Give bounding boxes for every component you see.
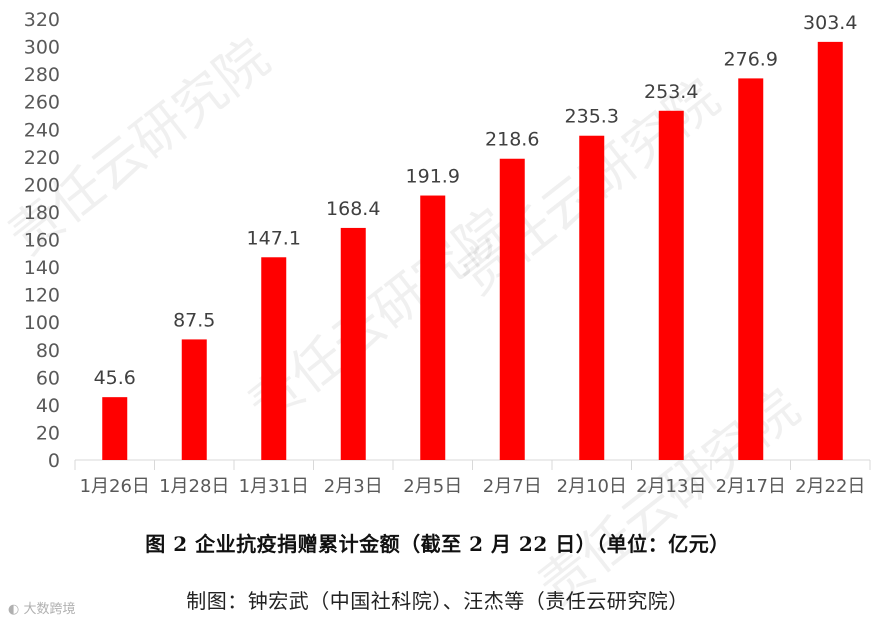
x-tick-label: 2月3日 bbox=[324, 476, 383, 497]
data-label: 45.6 bbox=[94, 367, 136, 389]
data-label: 276.9 bbox=[724, 48, 778, 70]
x-tick-label: 2月5日 bbox=[403, 476, 462, 497]
data-label: 303.4 bbox=[803, 12, 857, 34]
x-tick-label: 1月31日 bbox=[239, 476, 309, 497]
y-tick-label: 240 bbox=[24, 119, 60, 141]
y-tick-label: 40 bbox=[36, 395, 60, 417]
bar bbox=[420, 195, 446, 460]
source-caption: 制图：钟宏武（中国社科院）、汪杰等（责任云研究院） bbox=[186, 589, 689, 613]
x-tick-label: 2月7日 bbox=[483, 476, 542, 497]
data-label: 191.9 bbox=[406, 166, 460, 188]
x-tick-label: 1月26日 bbox=[80, 476, 150, 497]
bar bbox=[817, 41, 843, 460]
y-tick-label: 200 bbox=[24, 174, 60, 196]
y-tick-label: 280 bbox=[24, 64, 60, 86]
brand-logo: ◐ 大数跨境 bbox=[8, 598, 76, 617]
x-tick-label: 2月17日 bbox=[716, 476, 786, 497]
y-tick-label: 180 bbox=[24, 202, 60, 224]
x-tick-label: 2月13日 bbox=[636, 476, 706, 497]
bar bbox=[340, 227, 366, 460]
y-tick-label: 0 bbox=[48, 450, 60, 472]
data-label: 168.4 bbox=[326, 198, 380, 220]
bar bbox=[261, 257, 287, 460]
y-tick-label: 160 bbox=[24, 230, 60, 252]
bar bbox=[658, 110, 684, 460]
x-tick-label: 2月22日 bbox=[795, 476, 865, 497]
y-tick-label: 80 bbox=[36, 340, 60, 362]
y-tick-label: 20 bbox=[36, 422, 60, 444]
y-tick-label: 140 bbox=[24, 257, 60, 279]
data-label: 218.6 bbox=[485, 129, 539, 151]
logo-text: 大数跨境 bbox=[23, 602, 76, 617]
data-label: 147.1 bbox=[247, 227, 301, 249]
bar bbox=[102, 397, 128, 460]
y-tick-label: 320 bbox=[24, 9, 60, 31]
y-tick-label: 100 bbox=[24, 312, 60, 334]
bar bbox=[181, 339, 207, 460]
y-tick-label: 220 bbox=[24, 147, 60, 169]
figure-caption: 图 2 企业抗疫捐赠累计金额（截至 2 月 22 日）（单位：亿元） bbox=[145, 532, 730, 556]
y-tick-label: 120 bbox=[24, 285, 60, 307]
logo-icon: ◐ bbox=[8, 602, 24, 617]
y-tick-label: 60 bbox=[36, 367, 60, 389]
bar-chart: 0 20 40 60 80 100 120 140 160 180 200 220 240 260 280 3… bbox=[24, 9, 871, 497]
data-label: 253.4 bbox=[644, 81, 698, 103]
y-tick-label: 300 bbox=[24, 37, 60, 59]
bar bbox=[579, 135, 605, 461]
bar bbox=[499, 158, 525, 460]
x-tick-label: 1月28日 bbox=[159, 476, 229, 497]
data-label: 235.3 bbox=[565, 106, 619, 128]
x-tick-label: 2月10日 bbox=[557, 476, 627, 497]
y-tick-label: 260 bbox=[24, 92, 60, 114]
data-label: 87.5 bbox=[173, 309, 215, 331]
bar bbox=[738, 78, 764, 460]
